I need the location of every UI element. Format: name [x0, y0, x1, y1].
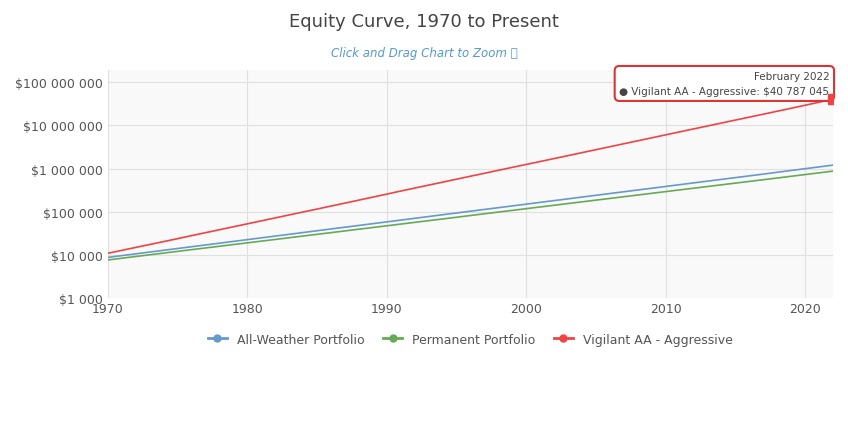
Vigilant AA - Aggressive: [393, 190, 404, 195]
Line: Vigilant AA - Aggressive: Vigilant AA - Aggressive: [108, 100, 833, 254]
All-Weather Portfolio: [828, 163, 838, 168]
Vigilant AA - Aggressive: [828, 98, 838, 103]
All-Weather Portfolio: [103, 255, 113, 260]
Line: All-Weather Portfolio: All-Weather Portfolio: [108, 166, 833, 258]
Permanent Portfolio: [328, 230, 338, 235]
All-Weather Portfolio: [787, 168, 797, 173]
Permanent Portfolio: [787, 174, 797, 179]
Legend: All-Weather Portfolio, Permanent Portfolio, Vigilant AA - Aggressive: All-Weather Portfolio, Permanent Portfol…: [204, 328, 738, 351]
Text: February 2022
● Vigilant AA - Aggressive: $40 787 045: February 2022 ● Vigilant AA - Aggressive…: [619, 72, 829, 97]
All-Weather Portfolio: [141, 250, 151, 256]
Vigilant AA - Aggressive: [141, 243, 151, 248]
All-Weather Portfolio: [393, 218, 404, 223]
Permanent Portfolio: [828, 169, 838, 174]
Line: Permanent Portfolio: Permanent Portfolio: [108, 172, 833, 260]
Vigilant AA - Aggressive: [358, 197, 368, 202]
Text: Click and Drag Chart to Zoom 🔍: Click and Drag Chart to Zoom 🔍: [331, 47, 517, 60]
Permanent Portfolio: [103, 258, 113, 263]
All-Weather Portfolio: [328, 227, 338, 232]
Text: Equity Curve, 1970 to Present: Equity Curve, 1970 to Present: [289, 13, 559, 31]
Permanent Portfolio: [453, 215, 463, 220]
All-Weather Portfolio: [453, 211, 463, 216]
Vigilant AA - Aggressive: [453, 177, 463, 182]
All-Weather Portfolio: [358, 223, 368, 228]
Vigilant AA - Aggressive: [787, 106, 797, 111]
Vigilant AA - Aggressive: [103, 251, 113, 256]
Permanent Portfolio: [358, 227, 368, 232]
Permanent Portfolio: [393, 222, 404, 227]
Vigilant AA - Aggressive: [328, 204, 338, 209]
Permanent Portfolio: [141, 253, 151, 258]
